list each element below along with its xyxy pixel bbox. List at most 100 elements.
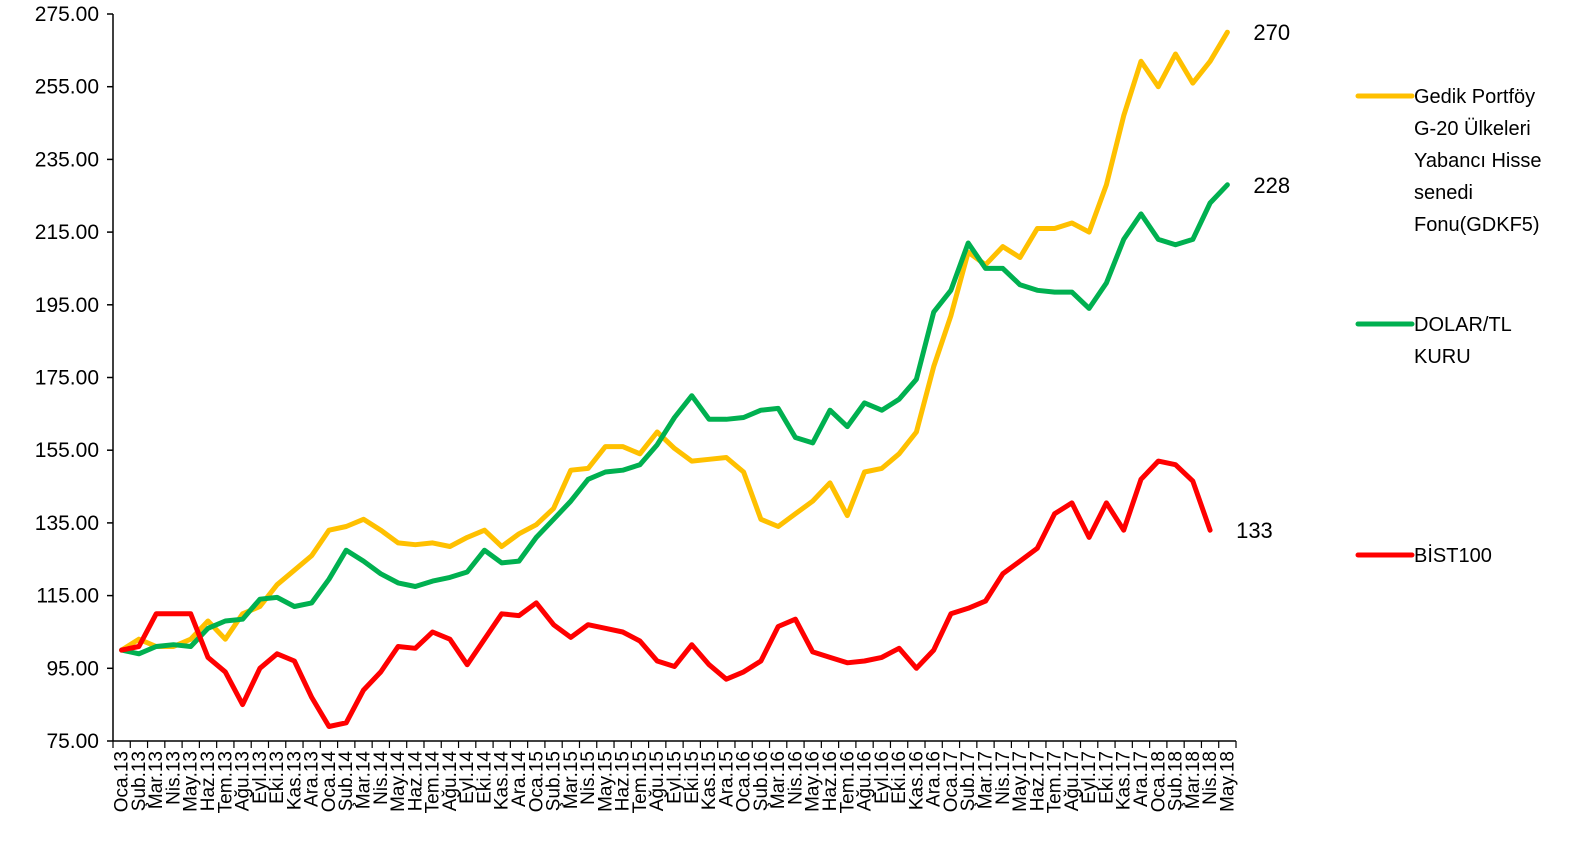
legend-label: Yabancı Hisse (1414, 150, 1541, 172)
legend-label: KURU (1414, 346, 1471, 368)
x-tick-label: Eki.16 (889, 751, 910, 804)
legend: Gedik Portföy G-20 Ülkeleri Yabancı Hisse s… (1355, 86, 1541, 567)
y-tick-label: 95.00 (46, 657, 99, 680)
x-tick-label: Eki.13 (267, 751, 288, 804)
x-tick-label: Mar.13 (146, 751, 167, 809)
legend-entry-0: Gedik Portföy G-20 Ülkeleri Yabancı Hisse s… (1355, 86, 1541, 236)
x-tick-label: Kas.17 (1114, 751, 1135, 810)
x-tick-label: Şub.14 (336, 751, 357, 812)
legend-label: G-20 Ülkeleri (1414, 118, 1531, 140)
series-line-2 (119, 458, 1213, 729)
x-tick-label: Haz.14 (405, 751, 426, 812)
x-tick-label: Mar.18 (1183, 751, 1204, 809)
x-tick-label: Nis.18 (1200, 751, 1221, 805)
x-tick-label: Haz.15 (613, 751, 634, 811)
x-tick-label: Kas.15 (699, 751, 720, 810)
x-tick-label: Eyl.13 (250, 751, 271, 804)
axes (112, 14, 1236, 742)
x-tick-label: Ara.16 (924, 751, 945, 807)
x-tick-label: May.18 (1217, 751, 1238, 812)
y-tick-label: 155.00 (35, 439, 99, 462)
x-tick-label: Tem.16 (837, 751, 858, 813)
x-tick-label: Haz.13 (198, 751, 219, 811)
legend-label: senedi (1414, 182, 1473, 204)
end-value-label-0: 270 (1253, 20, 1290, 45)
x-tick-label: Oca.13 (112, 751, 133, 812)
x-tick-label: Haz.16 (820, 751, 841, 811)
x-tick-label: Eki.17 (1096, 751, 1117, 804)
x-tick-label: Tem.17 (1045, 751, 1066, 813)
x-tick-label: Eyl.14 (457, 751, 478, 804)
x-tick-label: Kas.16 (906, 751, 927, 810)
x-tick-label: Kas.13 (284, 751, 305, 810)
series-line-0 (119, 29, 1230, 653)
x-tick-label: Nis.17 (993, 751, 1014, 805)
x-tick-label: Ara.13 (302, 751, 323, 807)
x-tick-label: May.17 (1010, 751, 1031, 812)
y-tick-label: 175.00 (35, 367, 99, 390)
x-tick-label: Ağu.13 (233, 751, 254, 811)
x-tick-label: Nis.14 (371, 751, 392, 805)
y-tick-label: 275.00 (35, 3, 99, 26)
legend-label: Gedik Portföy (1414, 86, 1535, 108)
y-tick-label: 195.00 (35, 294, 99, 317)
x-tick-label: Ağu.14 (440, 751, 461, 812)
x-tick-label: Ara.14 (509, 751, 530, 807)
x-tick-label: Ara.17 (1131, 751, 1152, 807)
x-tick-label: May.16 (803, 751, 824, 812)
x-tick-label: Oca.18 (1148, 751, 1169, 812)
x-tick-label: Mar.15 (561, 751, 582, 809)
x-tick-label: Şub.15 (544, 751, 565, 811)
x-tick-label: Şub.17 (958, 751, 979, 811)
x-tick-label: Haz.17 (1027, 751, 1048, 811)
x-tick-label: May.13 (181, 751, 202, 812)
legend-entry-2: BİST100 (1355, 544, 1492, 567)
x-tick-label: Oca.17 (941, 751, 962, 812)
legend-entry-1: DOLAR/TL KURU (1355, 314, 1512, 368)
x-tick-label: Eyl.17 (1079, 751, 1100, 804)
x-tick-label: May.14 (388, 751, 409, 812)
x-tick-label: Eyl.16 (872, 751, 893, 804)
end-value-label-2: 133 (1236, 518, 1273, 543)
x-tick-label: Ağu.15 (647, 751, 668, 811)
x-tick-label: Nis.13 (163, 751, 184, 805)
x-tick-label: Nis.16 (785, 751, 806, 805)
x-tick-label: Ağu.16 (855, 751, 876, 811)
x-tick-label: Eki.15 (682, 751, 703, 804)
x-tick-label: Mar.16 (768, 751, 789, 809)
x-tick-label: Eyl.15 (665, 751, 686, 804)
x-tick-label: Mar.14 (354, 751, 375, 810)
x-tick-label: Tem.14 (423, 751, 444, 814)
legend-label: BİST100 (1414, 544, 1492, 567)
series-line-1 (119, 182, 1230, 657)
legend-label: Fonu(GDKF5) (1414, 214, 1540, 236)
x-tick-label: Şub.18 (1166, 751, 1187, 811)
end-value-label-1: 228 (1253, 173, 1290, 198)
x-axis-ticks: Oca.13Şub.13Mar.13Nis.13May.13Haz.13Tem.… (112, 741, 1238, 814)
x-tick-label: Oca.14 (319, 751, 340, 813)
y-tick-label: 215.00 (35, 221, 99, 244)
x-tick-label: Tem.15 (630, 751, 651, 813)
y-tick-label: 115.00 (36, 585, 99, 608)
x-tick-label: Oca.16 (734, 751, 755, 812)
x-tick-label: Mar.17 (975, 751, 996, 809)
x-tick-label: Şub.13 (129, 751, 150, 811)
x-tick-label: Tem.13 (215, 751, 236, 813)
x-tick-label: Şub.16 (751, 751, 772, 811)
series-lines (119, 29, 1230, 729)
x-tick-label: Oca.15 (526, 751, 547, 812)
x-tick-label: Nis.15 (578, 751, 599, 805)
end-labels: 270 228 133 (1236, 20, 1290, 543)
y-tick-label: 255.00 (35, 76, 99, 99)
x-tick-label: Ara.15 (716, 751, 737, 807)
x-tick-label: May.15 (595, 751, 616, 812)
legend-label: DOLAR/TL (1414, 314, 1512, 336)
x-tick-label: Kas.14 (492, 751, 513, 811)
y-tick-label: 135.00 (35, 512, 99, 535)
x-tick-label: Ağu.17 (1062, 751, 1083, 811)
x-tick-label: Eki.14 (474, 751, 495, 804)
y-tick-label: 235.00 (35, 148, 99, 171)
y-tick-label: 75.00 (46, 730, 99, 753)
